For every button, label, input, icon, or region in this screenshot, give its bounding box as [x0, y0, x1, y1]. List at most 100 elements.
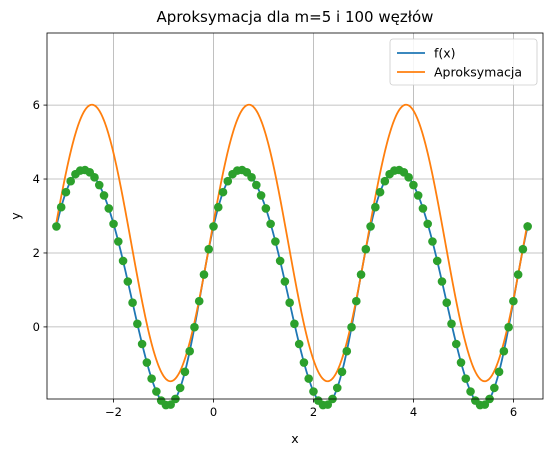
node-point: [428, 237, 437, 246]
node-point: [180, 367, 190, 377]
node-point: [451, 339, 461, 349]
node-point: [256, 191, 266, 200]
series-layer: [52, 103, 532, 410]
node-point: [437, 277, 447, 286]
node-point: [209, 222, 218, 231]
node-point: [518, 244, 528, 254]
node-point: [432, 256, 442, 266]
node-point: [490, 383, 499, 393]
node-point: [423, 219, 433, 229]
node-point: [266, 219, 275, 229]
series-line-approx: [55, 103, 529, 383]
node-point: [461, 374, 471, 383]
node-point: [513, 270, 523, 279]
node-point: [375, 187, 385, 197]
node-point: [271, 237, 280, 246]
node-point: [56, 202, 66, 212]
x-tick-label: 0: [210, 405, 217, 419]
legend-label-approx: Aproksymacja: [434, 65, 522, 80]
y-tick-label: 4: [33, 172, 40, 186]
node-point: [52, 222, 61, 231]
series-line-fx: [55, 168, 529, 407]
legend: f(x) Aproksymacja: [389, 38, 538, 86]
node-point: [352, 296, 361, 306]
node-point: [304, 374, 314, 383]
node-point: [61, 187, 71, 197]
x-axis-label: x: [291, 431, 298, 446]
node-point: [94, 180, 104, 190]
x-tick-label: 6: [510, 405, 517, 419]
node-point: [123, 277, 133, 286]
ticks: −2 0 2 4 6 0 2 4 6: [33, 98, 517, 419]
node-point: [280, 277, 290, 286]
node-point: [175, 383, 185, 393]
y-axis-label: y: [8, 212, 23, 220]
node-point: [499, 346, 509, 356]
node-point: [147, 374, 156, 383]
node-point: [194, 296, 204, 306]
node-point: [104, 204, 114, 213]
plot-frame: [46, 32, 544, 400]
node-point: [504, 322, 513, 332]
node-point: [190, 322, 199, 332]
node-point: [114, 237, 123, 246]
grid: [47, 33, 543, 399]
node-point: [109, 219, 118, 229]
y-tick-label: 6: [33, 98, 40, 112]
node-point: [447, 319, 456, 329]
node-point: [290, 319, 299, 329]
node-point: [456, 358, 466, 367]
node-point: [218, 187, 228, 197]
node-point: [142, 358, 152, 367]
node-point: [480, 400, 490, 409]
node-point: [285, 298, 294, 308]
node-point: [299, 358, 309, 367]
node-point: [185, 346, 194, 356]
node-point: [442, 298, 452, 308]
node-point: [337, 367, 347, 377]
node-point: [409, 180, 418, 190]
node-point: [199, 270, 209, 279]
node-point: [223, 176, 233, 186]
node-point: [99, 191, 109, 200]
x-tick-label: −2: [105, 405, 122, 419]
node-point: [137, 339, 147, 349]
y-tick-label: 0: [33, 320, 40, 334]
legend-label-fx: f(x): [434, 46, 456, 61]
node-point: [418, 204, 428, 213]
x-tick-label: 4: [410, 405, 417, 419]
node-point: [247, 173, 256, 182]
node-point: [252, 180, 261, 190]
node-point: [133, 319, 142, 329]
node-point: [66, 176, 75, 186]
node-point: [494, 367, 504, 377]
node-point: [166, 400, 175, 409]
node-point: [323, 400, 333, 409]
node-point: [371, 202, 380, 212]
node-point: [90, 173, 99, 182]
node-point: [523, 222, 532, 231]
node-point: [366, 222, 375, 231]
node-point: [361, 244, 371, 254]
node-point: [509, 296, 518, 306]
node-point: [128, 298, 137, 308]
node-point: [466, 387, 475, 396]
node-point: [118, 256, 128, 266]
node-point: [404, 173, 413, 182]
node-point: [380, 176, 390, 186]
chart-title: Aproksymacja dla m=5 i 100 węzłów: [157, 8, 434, 26]
node-point: [342, 346, 352, 356]
node-point: [347, 322, 356, 332]
node-point: [332, 383, 342, 393]
node-point: [261, 204, 271, 213]
x-tick-label: 2: [310, 405, 317, 419]
node-point: [356, 270, 366, 279]
node-point: [204, 244, 214, 254]
node-point: [309, 387, 318, 396]
node-point: [413, 191, 423, 200]
node-point: [275, 256, 285, 266]
legend-box: [389, 38, 538, 86]
node-point: [152, 387, 161, 396]
plot-area: [47, 33, 543, 399]
